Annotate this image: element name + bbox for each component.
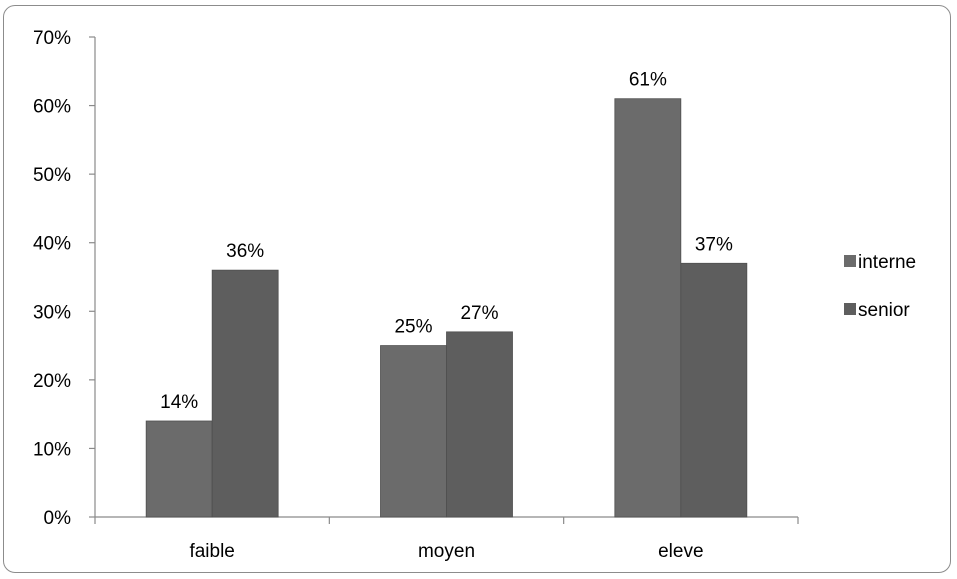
data-label-senior-faible: 36% bbox=[226, 241, 264, 262]
legend-label-interne: interne bbox=[858, 252, 916, 273]
bar-interne-faible bbox=[145, 420, 213, 518]
y-tick-label: 70% bbox=[33, 28, 71, 49]
bar-interne-eleve bbox=[614, 98, 682, 518]
data-label-senior-moyen: 27% bbox=[460, 303, 498, 324]
bar-interne-moyen bbox=[380, 345, 447, 518]
legend-label-senior: senior bbox=[858, 300, 910, 321]
data-label-interne-moyen: 25% bbox=[394, 317, 432, 338]
x-tick-label-eleve: eleve bbox=[658, 541, 703, 562]
legend-swatch-senior bbox=[844, 303, 856, 315]
x-tick-label-faible: faible bbox=[189, 541, 234, 562]
data-labels: 14% 36% 25% 27% 61% 37% bbox=[160, 70, 733, 413]
y-tick-label: 40% bbox=[33, 234, 71, 255]
data-label-senior-eleve: 37% bbox=[695, 234, 733, 255]
x-axis: faible moyen eleve bbox=[94, 516, 799, 562]
bars bbox=[145, 98, 748, 518]
y-tick-label: 30% bbox=[33, 302, 71, 323]
y-tick-label: 10% bbox=[33, 439, 71, 460]
bar-senior-moyen bbox=[446, 331, 513, 518]
y-tick-label: 20% bbox=[33, 371, 71, 392]
legend: interne senior bbox=[844, 252, 916, 321]
data-label-interne-eleve: 61% bbox=[629, 70, 667, 91]
bar-senior-eleve bbox=[680, 262, 748, 518]
y-tick-label: 60% bbox=[33, 97, 71, 118]
y-tick-label: 50% bbox=[33, 165, 71, 186]
x-tick-label-moyen: moyen bbox=[418, 541, 475, 562]
y-tick-label: 0% bbox=[44, 508, 72, 529]
data-label-interne-faible: 14% bbox=[160, 392, 198, 413]
y-axis: 0% 10% 20% 30% 40% 50% 60% 70% bbox=[33, 28, 96, 529]
bar-senior-faible bbox=[211, 269, 279, 518]
legend-swatch-interne bbox=[844, 255, 856, 267]
